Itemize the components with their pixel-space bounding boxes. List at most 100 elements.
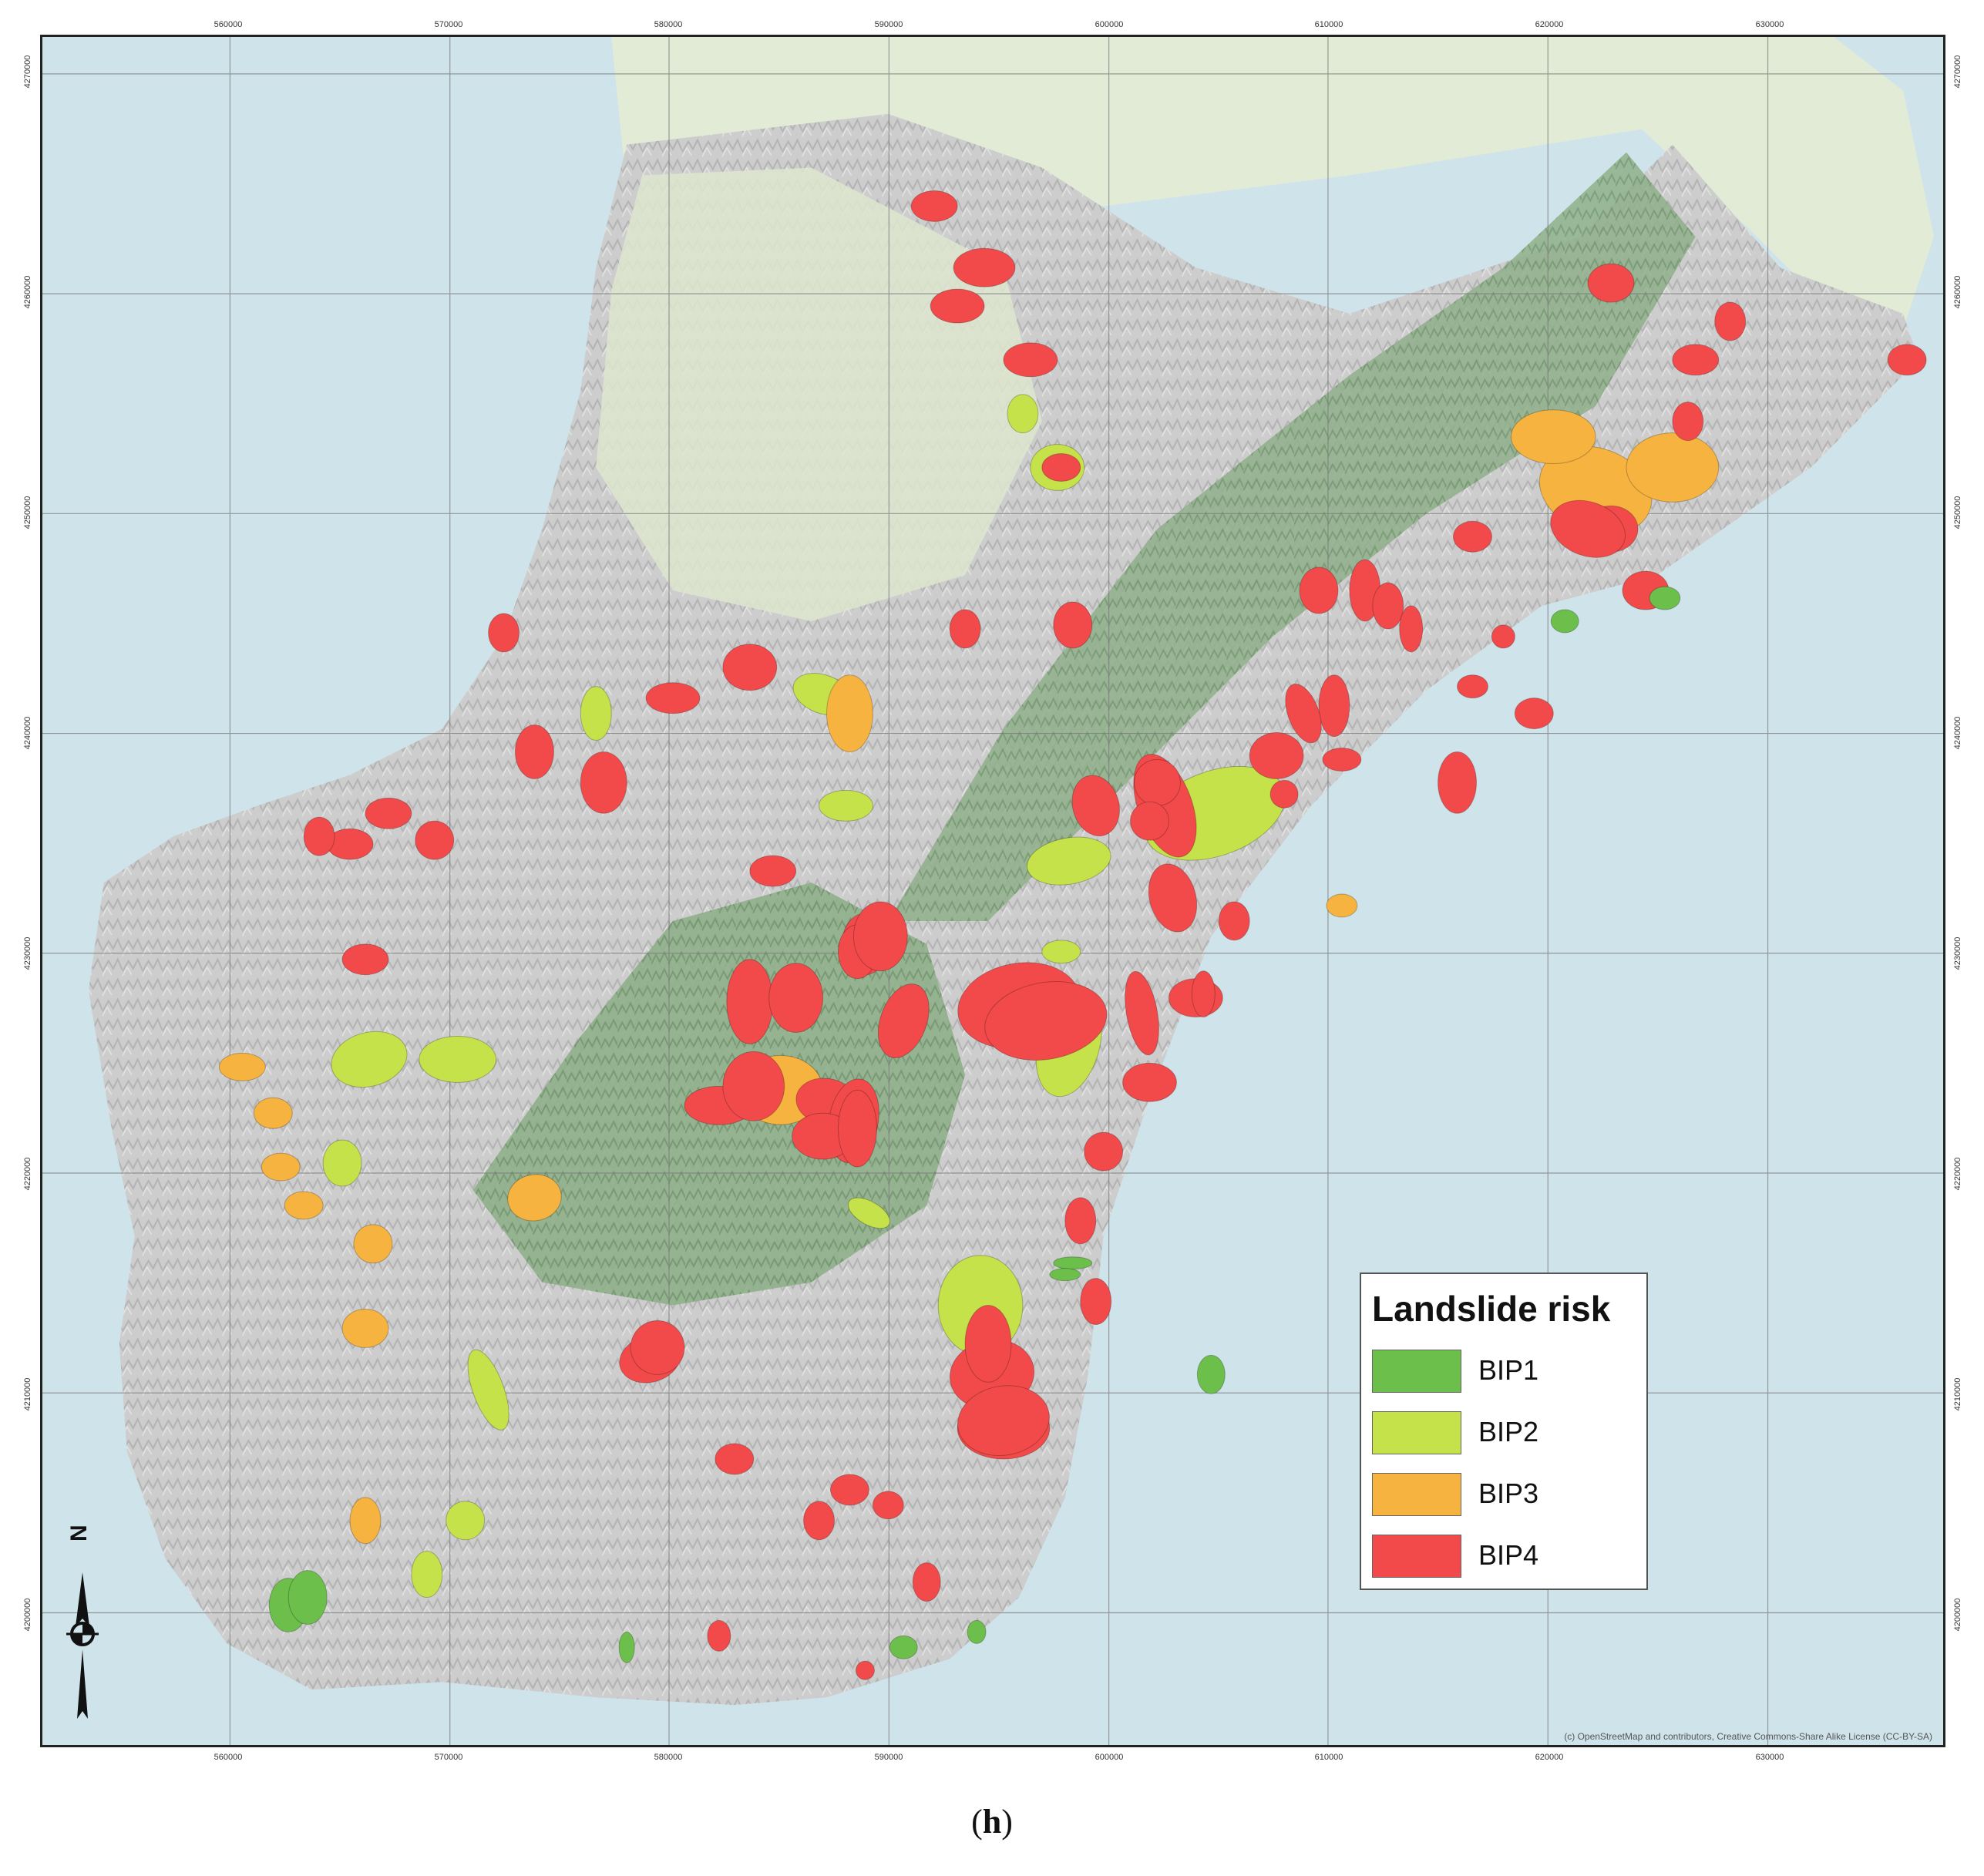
landslide-area-bip4 <box>1071 775 1120 837</box>
landslide-area-bip4 <box>768 963 824 1034</box>
landslide-area-bip4 <box>1453 520 1492 553</box>
x-tick-label-bottom: 560000 <box>214 1753 243 1762</box>
landslide-area-bip4 <box>830 1474 869 1506</box>
landslide-area-bip1 <box>1649 586 1681 610</box>
landslide-area-bip4 <box>1084 1131 1124 1172</box>
peninsula-land <box>88 113 1919 1706</box>
landslide-area-bip4 <box>1887 344 1927 376</box>
landslide-area-bip4 <box>1134 758 1181 806</box>
landslide-area-bip4 <box>852 901 908 972</box>
y-tick-label-right: 4230000 <box>1953 936 1962 970</box>
landslide-area-bip4 <box>1269 779 1299 809</box>
landslide-area-bip4 <box>910 190 958 222</box>
landslide-area-bip4 <box>984 981 1108 1061</box>
landslide-area-bip4 <box>964 1305 1012 1383</box>
y-tick-label-left: 4200000 <box>23 1598 32 1632</box>
landslide-area-bip4 <box>1714 301 1747 341</box>
northern-land <box>611 37 1935 329</box>
landslide-area-bip4 <box>1299 566 1339 614</box>
x-tick-label-bottom: 570000 <box>434 1753 463 1762</box>
landslide-area-bip1 <box>1550 609 1579 634</box>
landslide-area-bip4 <box>415 820 455 860</box>
map-frame[interactable]: (c) OpenStreetMap and contributors, Crea… <box>40 35 1945 1747</box>
map-canvas[interactable] <box>42 37 1943 1745</box>
landslide-area-bip4 <box>1148 863 1198 933</box>
landslide-area-bip3 <box>284 1191 324 1220</box>
y-tick-label-right: 4250000 <box>1953 496 1962 530</box>
legend-label-bip1: BIP1 <box>1478 1354 1539 1386</box>
landslide-area-bip4 <box>1285 684 1322 744</box>
landslide-area-bip4 <box>1438 751 1477 814</box>
landslide-area-bip4 <box>1064 1197 1097 1245</box>
map-legend: Landslide risk BIP1 BIP2 BIP3 BIP4 <box>1360 1273 1648 1590</box>
legend-label-bip4: BIP4 <box>1478 1539 1539 1571</box>
legend-swatch-bip2 <box>1372 1411 1461 1454</box>
x-tick-label-top: 630000 <box>1755 20 1784 29</box>
landslide-area-bip4 <box>1550 499 1626 558</box>
landslide-area-bip4 <box>1191 970 1216 1018</box>
y-tick-label-right: 4200000 <box>1953 1598 1962 1632</box>
legend-item-bip1: BIP1 <box>1372 1350 1634 1394</box>
landslide-area-bip4 <box>1130 801 1169 841</box>
y-tick-label-left: 4260000 <box>23 275 32 309</box>
landslide-area-bip3 <box>253 1097 293 1129</box>
gioia-plain <box>596 167 1042 621</box>
landslide-area-bip3 <box>353 1224 393 1264</box>
y-tick-label-right: 4260000 <box>1953 275 1962 309</box>
landslide-area-bip4 <box>1122 1062 1177 1102</box>
x-tick-label-top: 620000 <box>1535 20 1564 29</box>
landslide-area-bip4 <box>1053 601 1093 649</box>
landslide-area-bip4 <box>1080 1278 1112 1325</box>
landslide-area-bip4 <box>1672 344 1720 376</box>
landslide-area-bip3 <box>349 1497 382 1545</box>
legend-item-bip4: BIP4 <box>1372 1535 1634 1579</box>
legend-title: Landslide risk <box>1372 1289 1611 1329</box>
landslide-area-bip4 <box>515 725 554 779</box>
landslide-area-bip4 <box>1587 263 1635 303</box>
landslide-area-bip2 <box>331 1030 408 1088</box>
y-tick-label-left: 4270000 <box>23 55 32 89</box>
legend-swatch-bip3 <box>1372 1473 1461 1516</box>
legend-label-bip2: BIP2 <box>1478 1416 1539 1447</box>
landslide-area-bip4 <box>1125 970 1159 1056</box>
landslide-area-bip4 <box>957 1385 1050 1457</box>
landslide-area-bip4 <box>912 1562 941 1602</box>
x-tick-label-top: 590000 <box>874 20 903 29</box>
serre-forest <box>888 152 1696 921</box>
x-tick-label-top: 600000 <box>1095 20 1124 29</box>
landslide-area-bip4 <box>930 288 985 324</box>
landslide-area-bip4 <box>872 1491 904 1520</box>
landslide-area-bip1 <box>288 1570 328 1625</box>
landslide-area-bip4 <box>749 855 797 887</box>
landslide-area-bip1 <box>618 1631 635 1663</box>
north-letter: N <box>66 1526 92 1541</box>
legend-swatch-bip1 <box>1372 1350 1461 1393</box>
landslide-area-bip1 <box>889 1635 918 1659</box>
y-tick-label-left: 4240000 <box>23 716 32 750</box>
legend-swatch-bip4 <box>1372 1535 1461 1578</box>
landslide-area-bip4 <box>1249 732 1304 779</box>
landslide-area-bip4 <box>1218 901 1250 941</box>
y-tick-label-right: 4270000 <box>1953 55 1962 89</box>
x-tick-label-top: 560000 <box>214 20 243 29</box>
landslide-area-bip4 <box>1372 582 1404 630</box>
landslide-area-bip4 <box>341 943 389 976</box>
landslide-area-bip2 <box>1007 394 1039 434</box>
landslide-area-bip2 <box>580 686 612 741</box>
landslide-area-bip4 <box>1399 605 1424 653</box>
landslide-area-bip1 <box>1053 1256 1093 1270</box>
landslide-area-bip1 <box>1049 1268 1081 1282</box>
landslide-area-bip4 <box>855 1660 875 1680</box>
x-tick-label-bottom: 630000 <box>1755 1753 1784 1762</box>
landslide-area-bip3 <box>826 674 873 752</box>
x-tick-label-bottom: 580000 <box>654 1753 683 1762</box>
y-tick-label-right: 4210000 <box>1953 1377 1962 1411</box>
legend-item-bip2: BIP2 <box>1372 1411 1634 1456</box>
landslide-area-bip2 <box>446 1501 486 1541</box>
landslide-area-bip2 <box>419 1035 497 1083</box>
north-arrow-icon: N <box>66 1526 99 1719</box>
landslide-area-bip1 <box>967 1619 987 1644</box>
landslide-area-bip4 <box>722 1051 785 1121</box>
x-tick-label-bottom: 620000 <box>1535 1753 1564 1762</box>
caption-open: ( <box>971 1803 983 1841</box>
